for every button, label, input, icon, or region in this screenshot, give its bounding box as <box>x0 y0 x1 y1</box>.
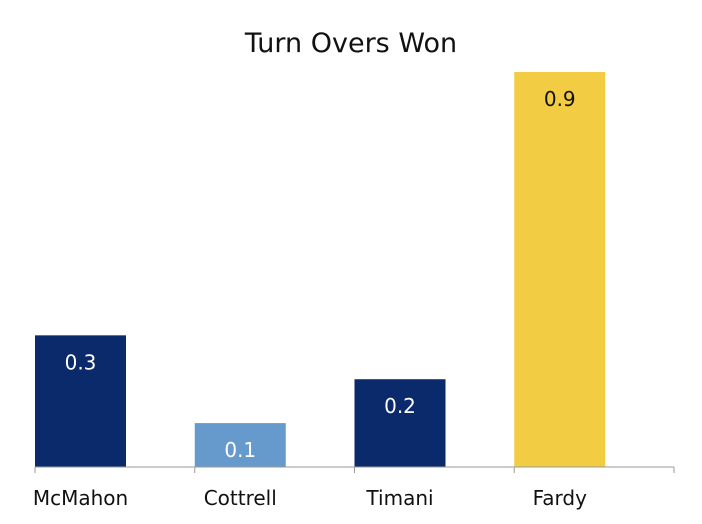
bar-timani <box>354 379 446 467</box>
x-axis <box>34 466 675 473</box>
x-tick-labels: McMahon Cottrell Timani Fardy <box>33 486 587 510</box>
chart-title: Turn Overs Won <box>244 28 457 59</box>
bars-group: 0.3 0.1 0.2 0.9 <box>35 72 606 467</box>
x-tick-label-timani: Timani <box>365 486 433 510</box>
x-tick-label-fardy: Fardy <box>533 486 587 510</box>
bar-fardy <box>514 72 606 467</box>
data-label-timani: 0.2 <box>384 394 416 418</box>
x-tick-label-mcmahon: McMahon <box>33 486 128 510</box>
data-label-cottrell: 0.1 <box>224 438 256 462</box>
bar-cottrell <box>194 423 286 467</box>
bar-mcmahon <box>35 335 126 467</box>
data-label-mcmahon: 0.3 <box>65 350 97 374</box>
data-label-fardy: 0.9 <box>544 87 576 111</box>
x-tick-label-cottrell: Cottrell <box>204 486 277 510</box>
